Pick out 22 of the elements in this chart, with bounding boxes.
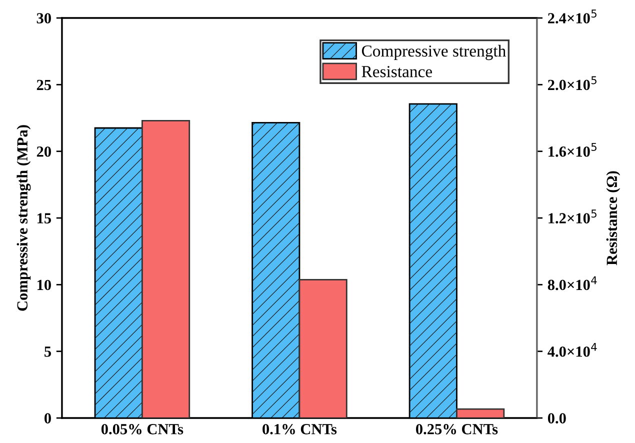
x-tick-label: 0.05% CNTs xyxy=(101,424,184,434)
y2-axis-title: Resistance (Ω) xyxy=(606,171,620,266)
y-tick-label: 15 xyxy=(38,213,51,224)
y-tick-label: 30 xyxy=(36,13,51,24)
x-tick-label: 0.1% CNTs xyxy=(262,424,337,434)
y2-tick-label: 2.4×10$^{5}$ xyxy=(548,10,596,24)
y2-tick-label: 1.2×10$^{5}$ xyxy=(548,210,596,224)
y-tick-label: 5 xyxy=(44,346,51,357)
y2-tick-label: 0.0 xyxy=(548,413,566,424)
y-tick-label: 20 xyxy=(36,146,51,157)
legend-label: Resistance xyxy=(362,66,432,78)
y-tick-label: 10 xyxy=(38,280,51,290)
y-axis-title: Compressive strength (MPa) xyxy=(16,125,31,311)
y2-tick-label: 8.0×10$^{4}$ xyxy=(548,276,597,290)
bar xyxy=(456,408,505,418)
legend-label: Compressive strength xyxy=(362,44,506,60)
y2-tick-label: 1.6×10$^{5}$ xyxy=(548,142,596,157)
y-tick-label: 0 xyxy=(44,413,51,424)
x-tick-label: 0.25% CNTs xyxy=(416,424,498,434)
y2-tick-label: 4.0×10$^{4}$ xyxy=(548,342,597,357)
y-tick-label: 25 xyxy=(36,80,51,90)
y2-tick-label: 2.0×10$^{5}$ xyxy=(548,76,596,90)
